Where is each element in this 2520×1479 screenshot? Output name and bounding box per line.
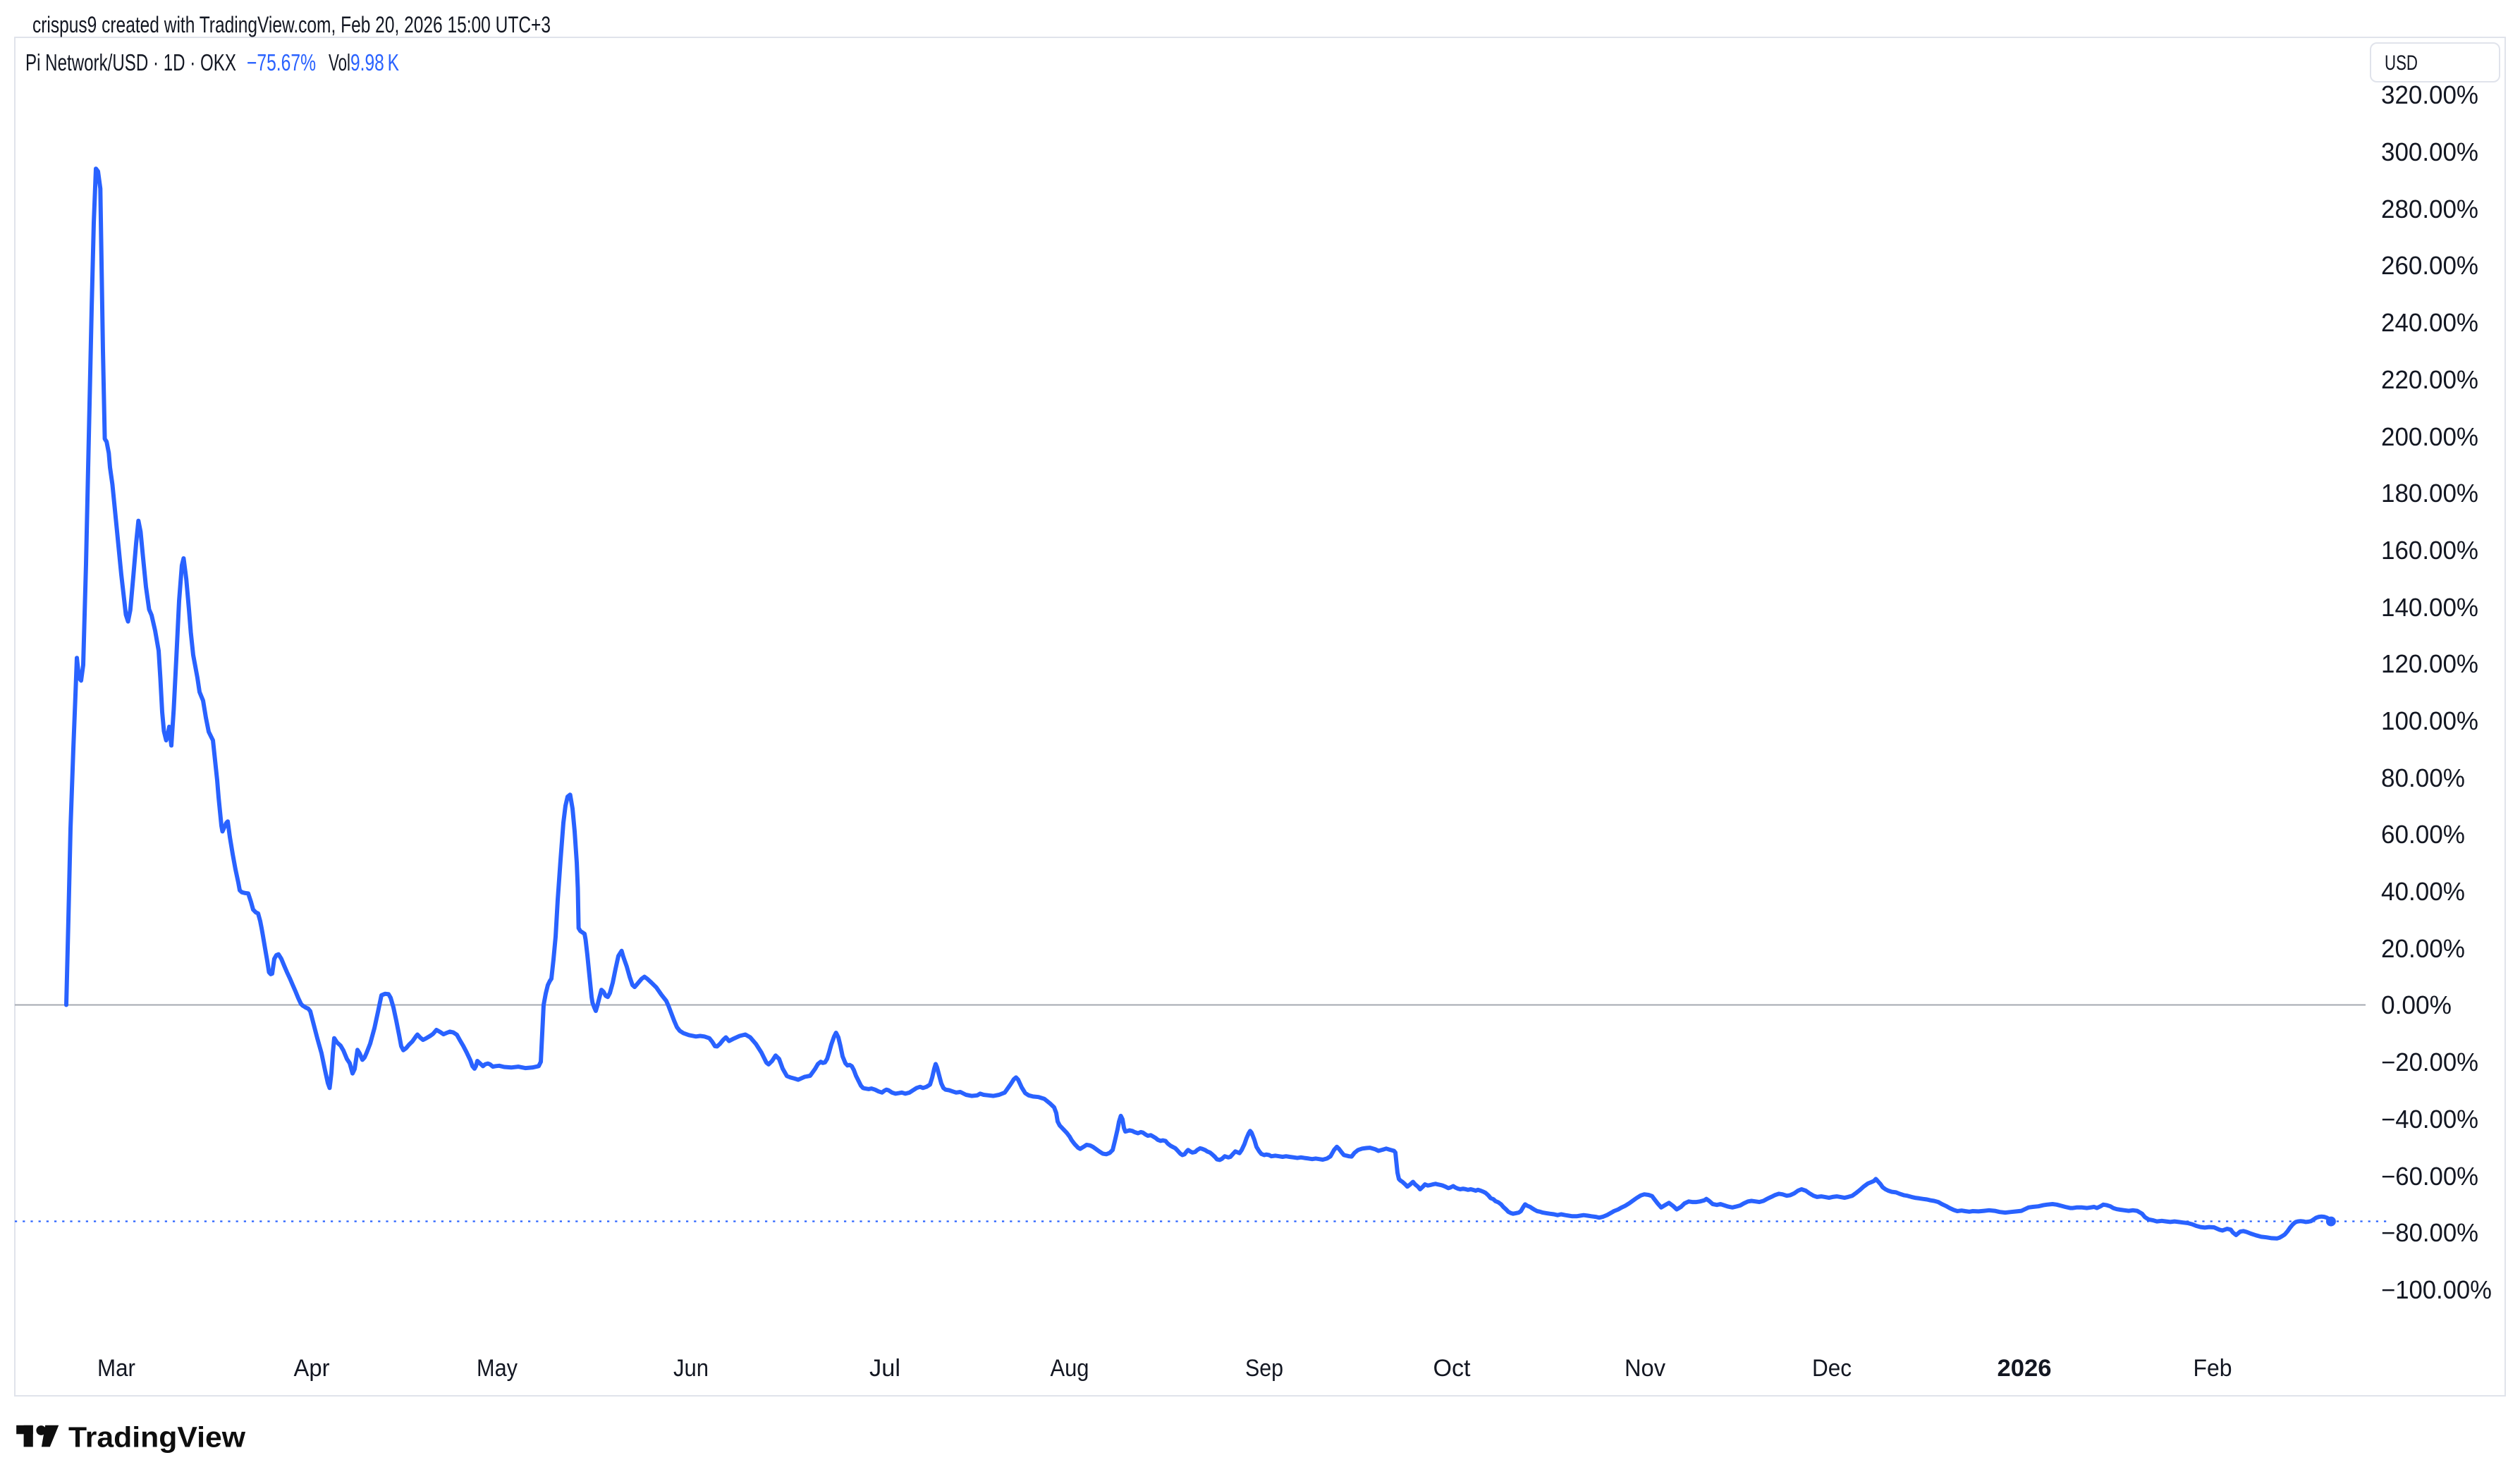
svg-text:−100.00%: −100.00% xyxy=(2381,1275,2492,1304)
svg-text:−20.00%: −20.00% xyxy=(2381,1048,2478,1076)
svg-text:−60.00%: −60.00% xyxy=(2381,1162,2478,1191)
svg-text:Vol: Vol xyxy=(329,49,350,75)
svg-text:Dec: Dec xyxy=(1812,1355,1852,1382)
svg-text:USD: USD xyxy=(2385,51,2418,75)
svg-text:160.00%: 160.00% xyxy=(2381,536,2478,565)
svg-text:TradingView: TradingView xyxy=(68,1420,245,1453)
svg-text:crispus9 created with TradingV: crispus9 created with TradingView.com, F… xyxy=(32,12,551,37)
svg-text:200.00%: 200.00% xyxy=(2381,422,2478,451)
svg-text:Aug: Aug xyxy=(1051,1355,1089,1382)
svg-text:80.00%: 80.00% xyxy=(2381,763,2465,792)
svg-text:120.00%: 120.00% xyxy=(2381,649,2478,678)
svg-text:−75.67%: −75.67% xyxy=(247,49,316,75)
svg-text:−80.00%: −80.00% xyxy=(2381,1218,2478,1247)
svg-text:Jun: Jun xyxy=(673,1355,709,1382)
svg-text:320.00%: 320.00% xyxy=(2381,80,2478,109)
svg-text:May: May xyxy=(477,1355,518,1382)
svg-text:140.00%: 140.00% xyxy=(2381,593,2478,622)
svg-text:Sep: Sep xyxy=(1245,1355,1283,1382)
svg-text:60.00%: 60.00% xyxy=(2381,820,2465,849)
svg-text:Mar: Mar xyxy=(97,1355,135,1382)
svg-text:Jul: Jul xyxy=(869,1355,900,1382)
svg-text:2026: 2026 xyxy=(1998,1355,2052,1382)
svg-text:9.98 K: 9.98 K xyxy=(350,49,399,75)
svg-text:40.00%: 40.00% xyxy=(2381,877,2465,906)
svg-text:Feb: Feb xyxy=(2194,1355,2232,1382)
svg-text:0.00%: 0.00% xyxy=(2381,990,2452,1019)
svg-text:260.00%: 260.00% xyxy=(2381,251,2478,280)
svg-text:240.00%: 240.00% xyxy=(2381,308,2478,337)
svg-text:Oct: Oct xyxy=(1433,1355,1472,1382)
svg-text:180.00%: 180.00% xyxy=(2381,479,2478,508)
svg-text:Apr: Apr xyxy=(294,1355,330,1382)
svg-text:220.00%: 220.00% xyxy=(2381,365,2478,394)
svg-text:Pi Network/USD · 1D · OKX: Pi Network/USD · 1D · OKX xyxy=(25,49,236,75)
svg-text:280.00%: 280.00% xyxy=(2381,195,2478,223)
svg-text:Nov: Nov xyxy=(1625,1355,1665,1382)
svg-text:−40.00%: −40.00% xyxy=(2381,1105,2478,1134)
svg-text:20.00%: 20.00% xyxy=(2381,934,2465,963)
svg-text:300.00%: 300.00% xyxy=(2381,137,2478,166)
svg-text:100.00%: 100.00% xyxy=(2381,706,2478,735)
